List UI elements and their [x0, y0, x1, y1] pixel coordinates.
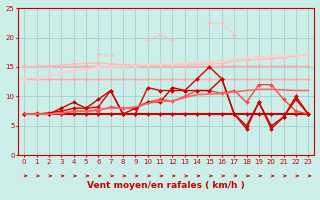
- X-axis label: Vent moyen/en rafales ( km/h ): Vent moyen/en rafales ( km/h ): [87, 181, 245, 190]
